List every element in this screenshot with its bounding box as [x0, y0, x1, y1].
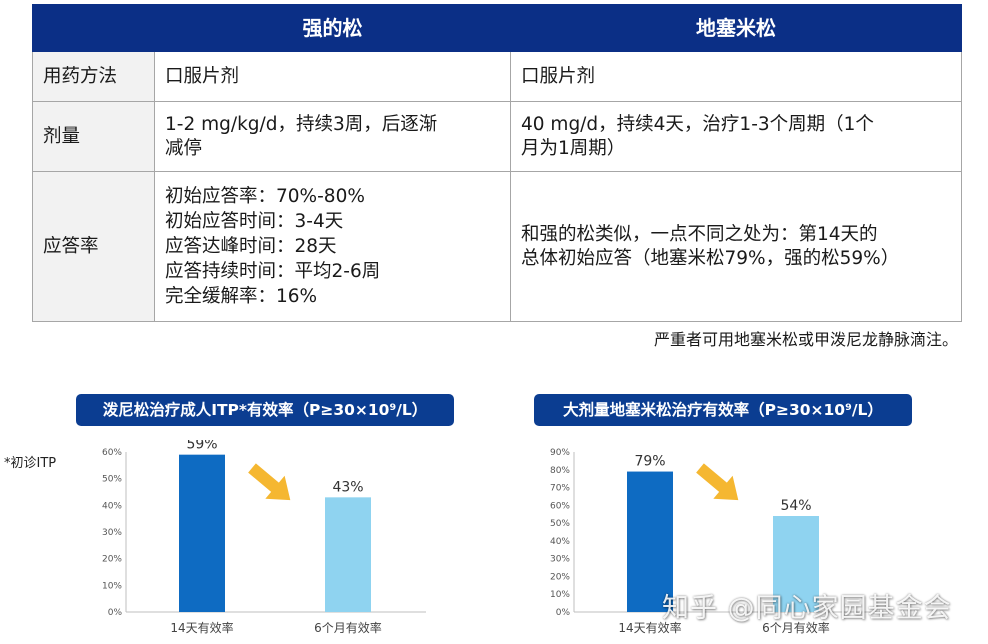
table-row: 用药方法 口服片剂 口服片剂 — [32, 51, 962, 102]
aside-note: *初诊ITP — [4, 456, 57, 471]
y-tick-label: 10% — [550, 590, 570, 600]
bar-chart-prednisone: 0% 10% 20% 30% 40% 50% 60% 59% 14天有效率 43% 6个月有效率 — [102, 440, 426, 635]
table-row: 应答率 初始应答率：70%-80% 初始应答时间：3-4天 应答达峰时间：28天应答… — [32, 171, 962, 322]
y-tick-label: 0% — [108, 608, 123, 618]
header-cell-empty — [32, 4, 155, 52]
row-label: 用药方法 — [32, 51, 155, 102]
bar-value-label: 54% — [780, 498, 811, 514]
y-tick-label: 50% — [102, 475, 122, 485]
cell-line: 月为1周期） — [521, 137, 626, 159]
header-dexamethasone: 地塞米松 — [510, 4, 962, 52]
cell-line: 1-2 mg/kg/d，持续3周，后逐渐 — [165, 113, 438, 135]
chart-title-dexamethasone: 大剂量地塞米松治疗有效率（P≥30×10⁹/L） — [534, 394, 912, 426]
y-tick-label: 30% — [102, 528, 122, 538]
cell-text: 口服片剂 — [521, 65, 951, 89]
cell-line: 和强的松类似，一点不同之处为：第14天的 — [521, 223, 878, 245]
table-cell: 口服片剂 — [510, 51, 962, 102]
y-tick-label: 70% — [550, 484, 570, 494]
table-cell: 口服片剂 — [154, 51, 511, 102]
category-label: 14天有效率 — [618, 620, 681, 635]
cell-line: 初始应答时间：3-4天 — [165, 211, 344, 232]
cell-text: 1-2 mg/kg/d，持续3周，后逐渐 减停 — [165, 113, 500, 161]
header-prednisone: 强的松 — [154, 4, 511, 52]
cell-line: 口服片剂 — [521, 65, 596, 87]
cell-text: 和强的松类似，一点不同之处为：第14天的 总体初始应答（地塞米松79%，强的松59… — [521, 223, 951, 271]
y-tick-label: 60% — [550, 501, 570, 511]
table-cell: 40 mg/d，持续4天，治疗1-3个周期（1个 月为1周期） — [510, 101, 962, 172]
cell-line: 减停 — [165, 137, 203, 159]
y-tick-label: 20% — [550, 572, 570, 582]
table-cell: 初始应答率：70%-80% 初始应答时间：3-4天 应答达峰时间：28天应答持续时间… — [154, 171, 511, 322]
category-label: 6个月有效率 — [314, 620, 382, 635]
cell-line: 完全缓解率：16% — [165, 286, 318, 307]
trend-arrow-icon — [248, 463, 291, 501]
bar-value-label: 43% — [332, 479, 363, 495]
comparison-table: 强的松 地塞米松 用药方法 口服片剂 口服片剂 剂量 1-2 mg/kg/d，持… — [32, 4, 962, 322]
table-cell: 1-2 mg/kg/d，持续3周，后逐渐 减停 — [154, 101, 511, 172]
cell-text: 初始应答率：70%-80% 初始应答时间：3-4天 应答达峰时间：28天应答持续时间… — [165, 184, 500, 309]
bar-value-label: 59% — [186, 440, 217, 453]
y-tick-label: 0% — [556, 608, 571, 618]
cell-line: 应答持续时间：平均2-6周 — [165, 261, 381, 282]
table-row: 剂量 1-2 mg/kg/d，持续3周，后逐渐 减停 40 mg/d，持续4天，治… — [32, 101, 962, 172]
chart-title-prednisone: 泼尼松治疗成人ITP*有效率（P≥30×10⁹/L） — [76, 394, 454, 426]
row-label: 应答率 — [32, 171, 155, 322]
y-tick-label: 90% — [550, 448, 570, 458]
table-cell: 和强的松类似，一点不同之处为：第14天的 总体初始应答（地塞米松79%，强的松59… — [510, 171, 962, 322]
cell-text: 口服片剂 — [165, 65, 500, 89]
y-tick-label: 30% — [550, 555, 570, 565]
bar-chart-dexamethasone: 0% 10% 20% 30% 40% 50% 60% 70% 80% 90% 79% 14天有效率 54… — [550, 448, 874, 635]
y-tick-label: 20% — [102, 555, 122, 565]
bar — [773, 516, 819, 612]
row-label: 剂量 — [32, 101, 155, 172]
y-tick-label: 40% — [102, 501, 122, 511]
y-tick-label: 10% — [102, 581, 122, 591]
cell-line: 初始应答率：70%-80% — [165, 186, 365, 207]
y-tick-label: 50% — [550, 519, 570, 529]
bar — [179, 454, 225, 612]
cell-text: 40 mg/d，持续4天，治疗1-3个周期（1个 月为1周期） — [521, 113, 951, 161]
bar — [627, 471, 673, 612]
category-label: 6个月有效率 — [762, 620, 830, 635]
watermark: 知乎 @同心家园基金会 — [662, 593, 952, 624]
y-tick-label: 40% — [550, 537, 570, 547]
cell-line: 总体初始应答（地塞米松79%，强的松59%） — [521, 247, 900, 269]
cell-line: 应答达峰时间：28天 — [165, 236, 337, 257]
table-header-row: 强的松 地塞米松 — [32, 4, 962, 52]
y-tick-label: 80% — [550, 466, 570, 476]
cell-line: 口服片剂 — [165, 65, 240, 87]
bar — [325, 497, 371, 612]
y-tick-label: 60% — [102, 448, 122, 458]
cell-line: 40 mg/d，持续4天，治疗1-3个周期（1个 — [521, 113, 874, 135]
category-label: 14天有效率 — [170, 620, 233, 635]
footnote: 严重者可用地塞米松或甲泼尼龙静脉滴注。 — [653, 330, 958, 349]
bar-value-label: 79% — [634, 454, 665, 470]
trend-arrow-icon — [696, 463, 739, 501]
